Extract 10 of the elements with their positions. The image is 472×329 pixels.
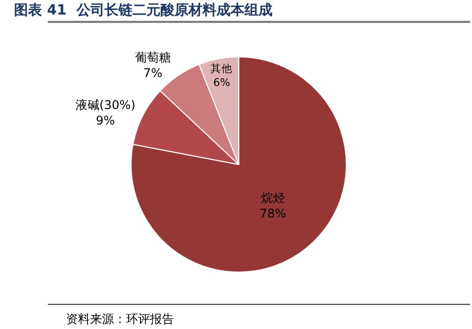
data-label: 7%	[143, 66, 162, 80]
slice-label: 烷烃	[260, 191, 285, 206]
data-label: 6%	[213, 76, 230, 89]
slice-label: 葡萄糖	[134, 50, 171, 65]
chart-title: 图表 41 公司长链二元酸原材料成本组成	[14, 2, 272, 19]
slice-label: 液碱(30%)	[75, 98, 136, 112]
data-label: 78%	[260, 206, 286, 221]
data-label: 9%	[96, 113, 115, 128]
slice-label: 其他	[210, 62, 233, 76]
text: 资料来源：环评报告	[66, 312, 174, 326]
